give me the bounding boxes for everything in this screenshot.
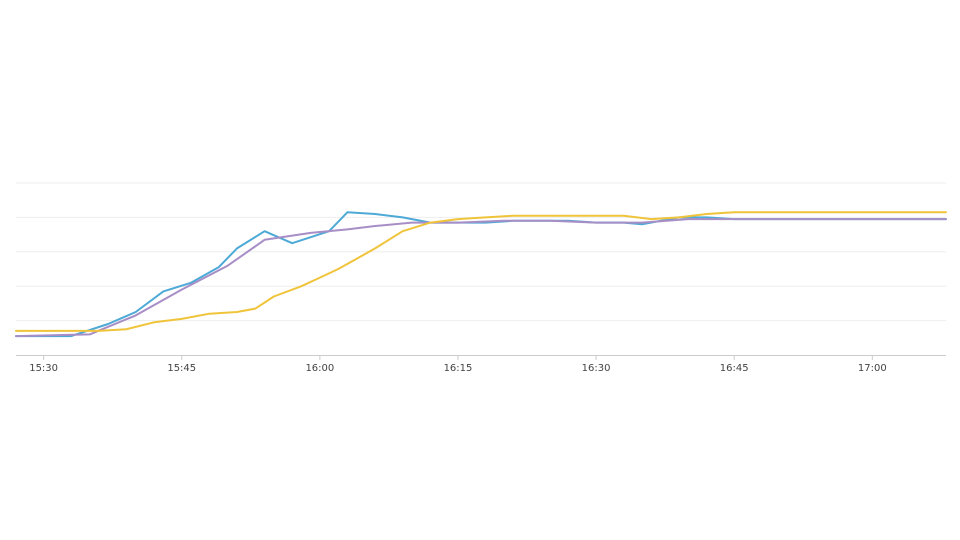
x-tick-label: 15:45 (167, 363, 196, 374)
x-tick-label: 16:30 (582, 363, 611, 374)
series-line-1 (15, 211, 947, 338)
series-line-3 (15, 211, 947, 332)
x-tick-label: 16:00 (305, 363, 334, 374)
grid-layer (16, 182, 946, 322)
x-tick-label: 15:30 (29, 363, 58, 374)
series-line-2 (15, 218, 947, 338)
x-tick-label: 16:45 (720, 363, 749, 374)
x-tick-label: 16:15 (444, 363, 473, 374)
series-layer (15, 211, 947, 338)
x-tick-label: 17:00 (858, 363, 887, 374)
x-axis: 15:30 15:45 16:00 16:15 16:30 16:45 17:00 (16, 355, 946, 374)
